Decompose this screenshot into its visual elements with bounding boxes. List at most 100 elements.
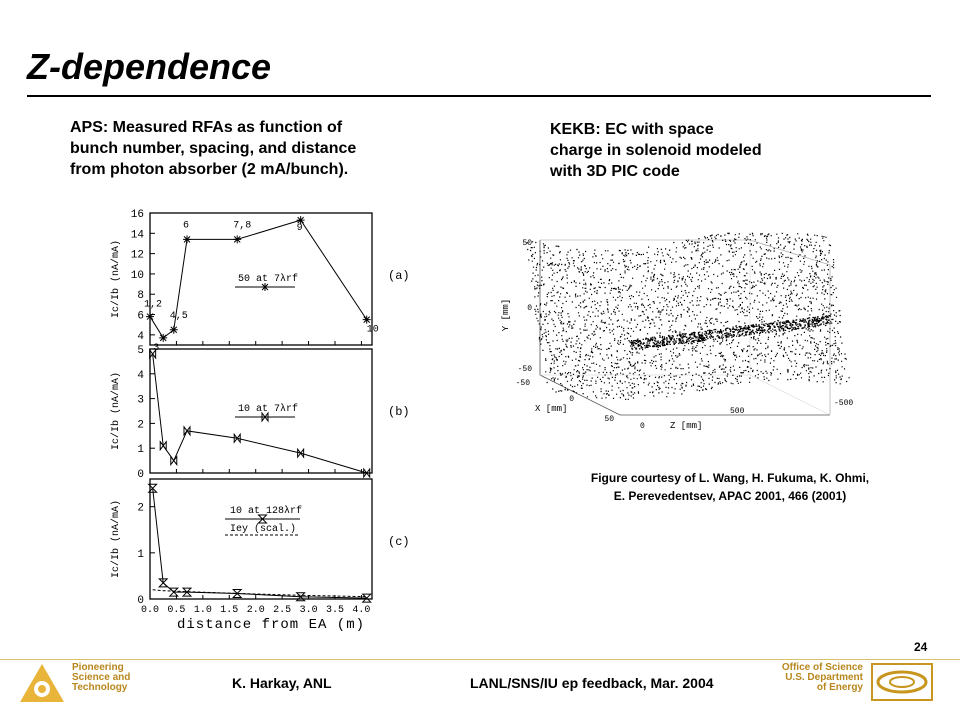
x-tick-label: 1.0 [194,605,212,616]
panel-frame [149,348,373,474]
data-point-marker [181,587,193,597]
aps-caption-line: bunch number, spacing, and distance [70,140,357,157]
data-point-marker [146,312,154,321]
kekb-z-tick: 0 [640,422,645,431]
data-point-marker [363,467,371,479]
data-point-marker [170,455,178,467]
panel-b-legend: 10 at 7λrf [238,403,298,415]
kekb-y-tick: 50 [522,239,532,248]
kekb-x-axis-label: X [mm] [535,404,567,414]
data-point-marker [361,593,372,603]
kekb-caption-line: charge in solenoid modeled [550,142,762,159]
doe-tagline-line: U.S. Department [785,672,863,683]
kekb-caption: KEKB: EC with space charge in solenoid m… [550,119,810,182]
point-label: 6 [183,220,189,231]
org-tagline-line: Technology [72,682,128,693]
kekb-electron-cloud [526,232,850,400]
data-point-marker [233,235,242,244]
figure-credit-line: E. Perevedentsev, APAC 2001, 466 (2001) [613,489,847,503]
data-point-marker [232,588,243,598]
data-point-marker [159,440,167,452]
data-point-marker [159,333,168,342]
doe-tagline-line: Office of Science [781,662,863,673]
data-point-marker [183,425,191,437]
y-tick-label: 0 [137,469,144,481]
aps-caption: APS: Measured RFAs as function of bunch … [70,117,415,180]
panel-c-legend: 10 at 128λrf [230,505,302,517]
x-tick-label: 3.5 [326,605,344,616]
y-axis-label: Ic/Ib (nA/mA) [110,500,122,578]
point-label: 10 [367,325,379,336]
y-tick-label: 6 [137,311,144,323]
data-point-marker [295,592,306,602]
y-axis-label: Ic/Ib (nA/mA) [110,240,122,318]
kekb-x-tick: 50 [604,415,614,424]
kekb-y-tick: 0 [527,304,532,313]
argonne-logo-icon [20,664,64,702]
kekb-x-tick: -50 [516,379,531,388]
x-axis-label: distance from EA (m) [177,617,365,633]
kekb-axis-grid [749,374,831,416]
y-tick-label: 1 [137,444,144,456]
doe-office-of-science-logo-icon [871,663,933,701]
data-point-marker [183,235,191,244]
panel-a-legend: 50 at 7λrf [238,273,298,285]
y-tick-label: 4 [137,331,144,343]
x-tick-label: 0.5 [167,605,185,616]
panel-tag: (c) [388,535,410,549]
y-tick-label: 10 [131,270,144,282]
kekb-y-tick: -50 [518,365,533,374]
point-label: 7,8 [233,220,251,231]
y-tick-label: 16 [131,209,144,221]
figure-credit: Figure courtesy of L. Wang, H. Fukuma, K… [535,469,925,505]
y-tick-label: 2 [137,419,144,431]
x-tick-label: 4.0 [352,605,370,616]
kekb-z-tick: -500 [834,399,853,408]
panel-frame [149,478,373,600]
figure-credit-line: Figure courtesy of L. Wang, H. Fukuma, K… [590,471,870,485]
page-number: 24 [914,640,928,654]
y-tick-label: 3 [137,395,144,407]
y-tick-label: 4 [137,370,144,382]
kekb-y-axis-label: Y [mm] [501,299,511,331]
series-line [152,589,367,598]
data-point-marker [257,514,268,524]
x-tick-label: 3.0 [300,605,318,616]
doe-tagline: Office of Science U.S. Department of Ene… [755,663,863,693]
slide-title: Z-dependence [27,46,272,87]
kekb-x-tick: 0 [569,395,574,404]
data-point-marker [261,283,269,291]
kekb-3d-scatter: Y [mm] 50 0 -50 -50 0 50 X [mm] 0 500 -5… [501,232,853,431]
panel-tag: (a) [388,269,410,283]
panel-frame [149,212,373,346]
kekb-axis-frame [539,240,830,416]
point-label: 3 [153,343,159,354]
y-tick-label: 0 [137,595,144,607]
y-tick-label: 2 [137,503,144,515]
data-point-marker [149,348,157,360]
data-point-marker [168,587,179,597]
org-tagline: Pioneering Science and Technology [72,663,130,693]
x-tick-label: 2.0 [247,605,265,616]
data-point-marker [362,315,371,324]
x-tick-label: 2.5 [273,605,291,616]
org-tagline-line: Science and [72,672,131,683]
y-tick-label: 1 [137,549,144,561]
point-label: 4,5 [170,311,188,322]
panel-c-legend-2: Iey (scal.) [230,523,296,535]
data-point-marker [261,411,269,423]
title-rule [27,95,931,97]
data-point-marker [147,483,158,493]
data-point-marker [296,216,305,225]
kekb-z-tick: 500 [730,407,745,416]
footer-rule [0,659,960,660]
y-tick-label: 14 [131,229,145,241]
point-label: 9 [297,223,303,234]
y-tick-label: 8 [137,290,144,302]
x-tick-label: 1.5 [220,605,238,616]
kekb-caption-line: with 3D PIC code [550,163,680,180]
aps-caption-line: from photon absorber (2 mA/bunch). [70,161,349,178]
data-point-marker [297,447,305,459]
x-tick-label: 0.0 [141,605,159,616]
